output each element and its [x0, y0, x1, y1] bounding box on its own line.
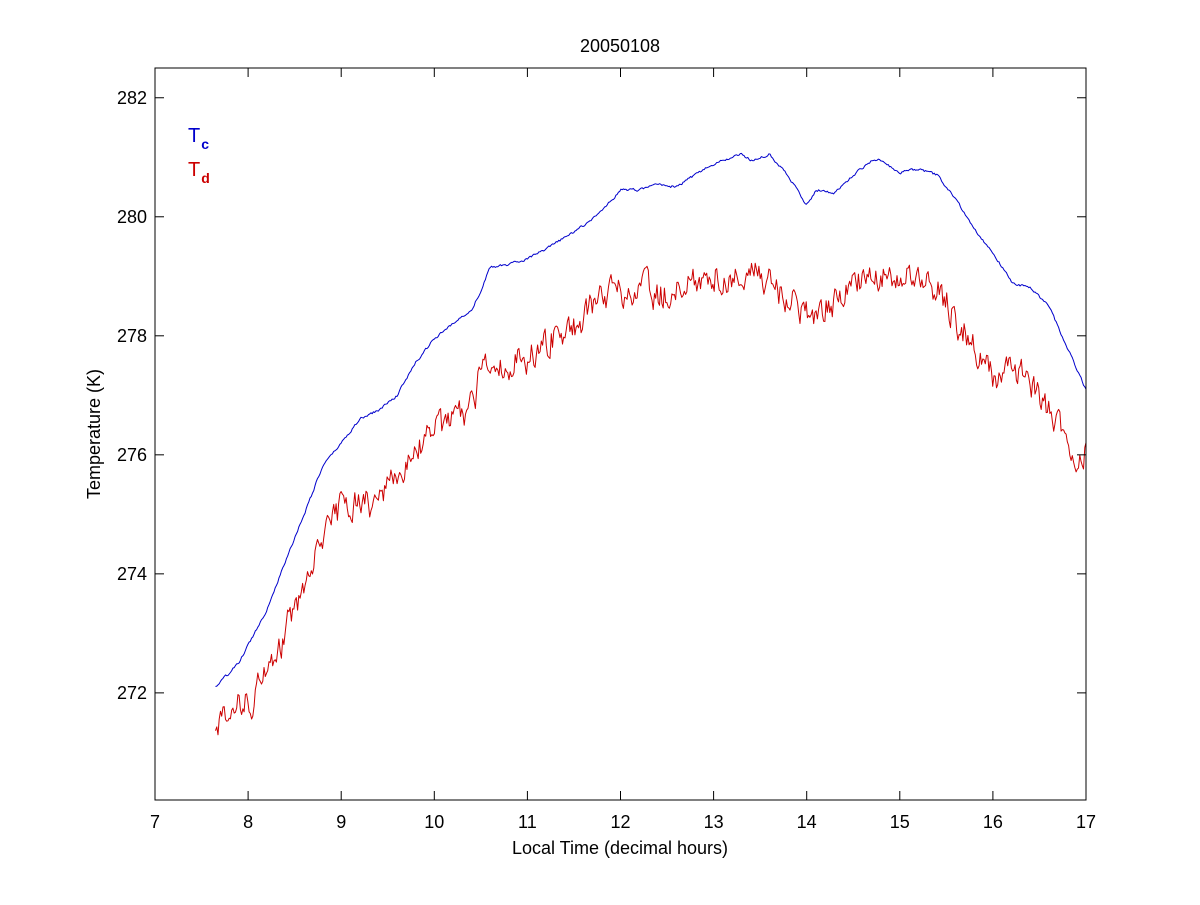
x-tick-label: 7: [150, 812, 160, 832]
x-tick-label: 15: [890, 812, 910, 832]
x-tick-label: 13: [704, 812, 724, 832]
y-tick-label: 276: [117, 445, 147, 465]
series-line-tc: [215, 152, 1087, 687]
x-tick-label: 10: [424, 812, 444, 832]
y-axis-title: Temperature (K): [84, 369, 104, 499]
x-tick-label: 12: [610, 812, 630, 832]
x-tick-label: 9: [336, 812, 346, 832]
legend: Tc Td: [188, 125, 210, 186]
series-line-td: [215, 262, 1087, 736]
axes-layer: 7 8 9 10 11 12 13 14 15 16 17 272 274 276 278 280 282: [117, 67, 1096, 832]
x-axis-title: Local Time (decimal hours): [512, 838, 728, 858]
x-tick-label: 14: [797, 812, 817, 832]
y-tick-label: 278: [117, 326, 147, 346]
x-tick-label: 11: [518, 812, 537, 832]
legend-entry-td: Td: [188, 159, 210, 186]
y-tick-label: 280: [117, 207, 147, 227]
legend-entry-tc: Tc: [188, 125, 209, 152]
chart-title: 20050108: [580, 36, 660, 56]
x-tick-label: 8: [243, 812, 253, 832]
x-tick-label: 17: [1076, 812, 1096, 832]
y-tick-label: 272: [117, 683, 147, 703]
y-tick-label: 274: [117, 564, 147, 584]
y-tick-label: 282: [117, 88, 147, 108]
x-tick-label: 16: [983, 812, 1003, 832]
series-layer: [215, 152, 1087, 736]
